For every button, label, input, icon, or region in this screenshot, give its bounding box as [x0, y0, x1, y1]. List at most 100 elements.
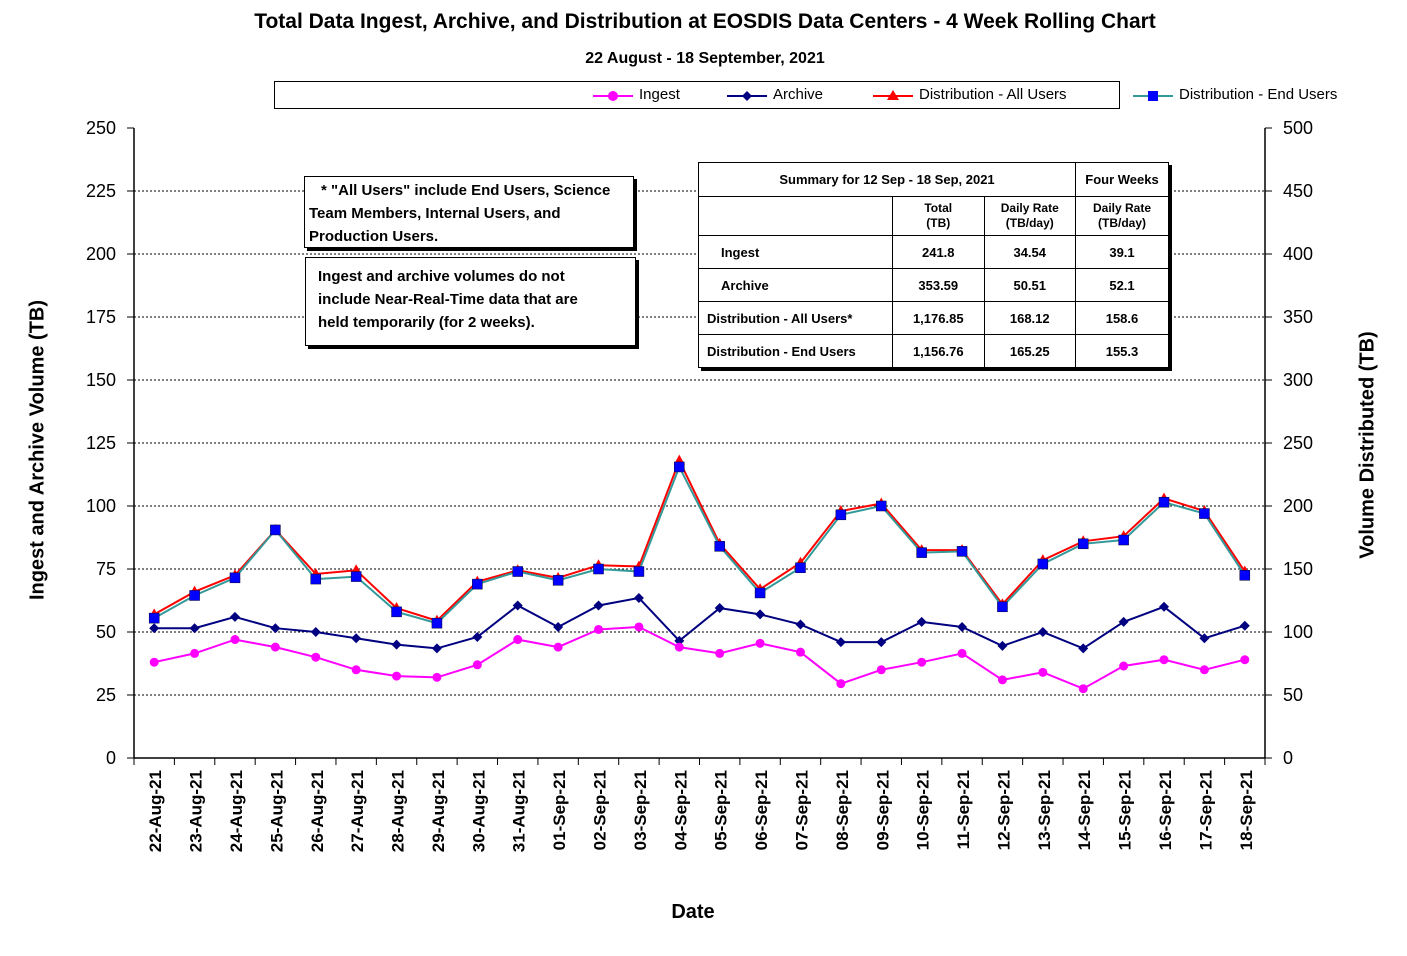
x-tick-label: 17-Sep-21 [1196, 770, 1215, 850]
series-line-archive [154, 596, 1246, 650]
all-users-note-line1: * "All Users" include End Users, Science [321, 182, 611, 199]
left-tick-label: 250 [86, 118, 116, 138]
data-point-archive [351, 633, 362, 644]
legend: Ingest Archive Distribution - All Users … [274, 81, 1337, 109]
left-tick-label: 225 [86, 181, 116, 201]
legend-label-dist-all: Distribution - All Users [919, 86, 1067, 103]
row-rate: 168.12 [983, 301, 1076, 335]
x-tick-label: 11-Sep-21 [954, 770, 973, 849]
axes: 0 25 50 75 100 125 150 175 200 225 250 0 50 100 150 200… [86, 118, 1313, 852]
col-4w-header: Daily Rate (TB/day) [1075, 196, 1169, 236]
right-tick-label: 200 [1283, 496, 1313, 516]
legend-label-ingest: Ingest [639, 86, 680, 103]
x-tick-label: 28-Aug-21 [389, 770, 408, 852]
data-point-archive [835, 637, 846, 648]
summary-row-archive: Archive 353.59 50.51 52.1 [697, 268, 1169, 302]
data-point-archive [1078, 643, 1089, 654]
x-tick-label: 26-Aug-21 [308, 770, 327, 852]
left-tick-label: 200 [86, 244, 116, 264]
data-point-archive [310, 627, 321, 637]
row-four-weeks: 158.6 [1075, 301, 1169, 335]
row-label: Archive [697, 268, 894, 302]
data-point-distribution-end-users [431, 617, 443, 629]
data-point-ingest [674, 642, 684, 652]
series-line-distribution-all-users [153, 458, 1246, 622]
right-tick-label: 150 [1283, 559, 1313, 579]
data-point-ingest [311, 652, 321, 662]
data-point-archive [795, 619, 806, 630]
data-point-distribution-end-users [956, 546, 968, 557]
col-rate-header: Daily Rate (TB/day) [983, 196, 1076, 236]
x-tick-label: 08-Sep-21 [833, 770, 852, 850]
data-point-ingest [270, 642, 280, 652]
data-point-distribution-end-users [350, 571, 362, 582]
data-point-ingest [715, 648, 725, 658]
x-tick-label: 03-Sep-21 [631, 770, 650, 850]
right-tick-label: 50 [1283, 685, 1303, 705]
summary-subheading-row: Total (TB) Daily Rate (TB/day) Daily Rat… [697, 196, 1169, 236]
data-point-archive [270, 623, 281, 634]
data-point-archive [1159, 601, 1170, 612]
x-tick-label: 01-Sep-21 [550, 770, 569, 850]
legend-label-dist-end: Distribution - End Users [1179, 86, 1338, 103]
series-layer [148, 454, 1251, 694]
x-tick-label: 07-Sep-21 [792, 770, 811, 850]
x-tick-label: 06-Sep-21 [752, 770, 771, 850]
data-point-ingest [957, 648, 967, 658]
data-point-distribution-end-users [1077, 538, 1089, 550]
col-4w-unit: (TB/day) [1098, 216, 1146, 230]
data-point-distribution-end-users [512, 566, 523, 577]
data-point-archive [593, 600, 604, 611]
all-users-note-line3: Production Users. [309, 228, 439, 245]
x-tick-label: 18-Sep-21 [1237, 770, 1256, 850]
data-point-archive [633, 592, 644, 603]
data-point-ingest [1199, 665, 1209, 675]
data-point-distribution-end-users [795, 562, 806, 573]
series-line-ingest [153, 625, 1246, 690]
row-total: 1,156.76 [892, 334, 985, 368]
nrt-note-line1: Ingest and archive volumes do not [318, 268, 565, 285]
row-four-weeks: 155.3 [1075, 334, 1169, 368]
data-point-archive [1239, 620, 1250, 631]
data-point-distribution-end-users [916, 547, 927, 558]
x-tick-label: 22-Aug-21 [146, 770, 165, 852]
four-weeks-heading: Four Weeks [1075, 162, 1169, 197]
data-point-archive [1037, 627, 1048, 637]
data-point-ingest [432, 672, 442, 682]
data-point-archive [957, 621, 968, 632]
data-point-archive [553, 621, 564, 632]
x-tick-label: 12-Sep-21 [994, 770, 1013, 850]
data-point-archive [149, 623, 160, 634]
data-point-ingest [351, 665, 361, 675]
data-point-distribution-end-users [835, 509, 847, 521]
left-tick-label: 100 [86, 496, 116, 516]
row-rate: 165.25 [983, 334, 1076, 368]
x-tick-label: 31-Aug-21 [510, 770, 529, 852]
row-four-weeks: 52.1 [1075, 268, 1169, 302]
data-point-distribution-end-users [633, 566, 645, 577]
series-line-distribution-end-users [153, 464, 1246, 625]
data-point-distribution-end-users [229, 572, 241, 584]
data-point-archive [229, 611, 240, 622]
data-point-ingest [1078, 684, 1088, 694]
left-tick-label: 0 [106, 748, 116, 768]
nrt-note-line2: include Near-Real-Time data that are [318, 291, 578, 308]
data-point-archive [755, 609, 766, 620]
data-point-archive [391, 639, 402, 650]
right-tick-label: 300 [1283, 370, 1313, 390]
right-tick-label: 400 [1283, 244, 1313, 264]
row-label: Ingest [697, 235, 894, 269]
summary-table: Summary for 12 Sep - 18 Sep, 2021 Four W… [697, 162, 1169, 368]
data-point-distribution-end-users [1118, 534, 1129, 546]
data-point-distribution-end-users [1037, 558, 1049, 570]
left-tick-label: 50 [96, 622, 116, 642]
right-axis-label: Volume Distributed (TB) [1356, 331, 1379, 559]
right-tick-label: 250 [1283, 433, 1313, 453]
data-point-archive [916, 616, 927, 627]
x-axis-label: Date [671, 901, 715, 923]
data-point-archive [512, 600, 523, 611]
data-point-distribution-end-users [1158, 496, 1170, 508]
col-total-header: Total (TB) [892, 196, 985, 236]
data-point-ingest [755, 638, 765, 648]
